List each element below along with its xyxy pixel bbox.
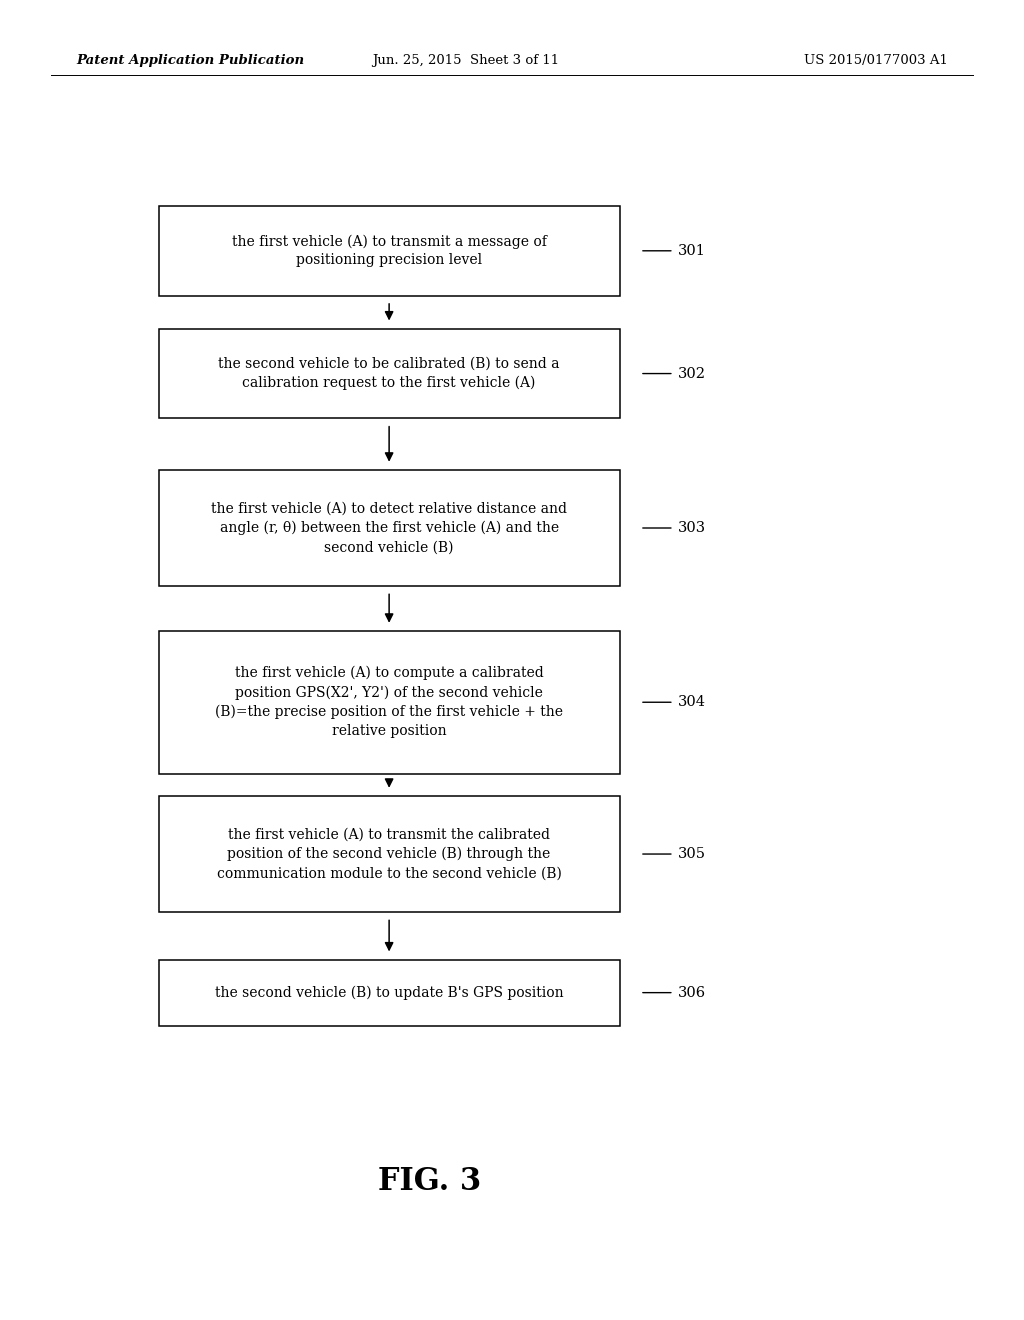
Text: FIG. 3: FIG. 3 [379,1166,481,1197]
Bar [159,470,620,586]
Bar [159,960,620,1026]
Text: Jun. 25, 2015  Sheet 3 of 11: Jun. 25, 2015 Sheet 3 of 11 [373,54,559,67]
Text: the first vehicle (A) to compute a calibrated
position GPS(X2', Y2') of the seco: the first vehicle (A) to compute a calib… [215,667,563,738]
Text: the first vehicle (A) to detect relative distance and
angle (r, θ) between the f: the first vehicle (A) to detect relative… [211,502,567,554]
Text: the second vehicle to be calibrated (B) to send a
calibration request to the fir: the second vehicle to be calibrated (B) … [218,356,560,391]
Bar [159,796,620,912]
Text: 305: 305 [678,847,706,861]
Text: Patent Application Publication: Patent Application Publication [77,54,305,67]
Text: the first vehicle (A) to transmit a message of
positioning precision level: the first vehicle (A) to transmit a mess… [231,234,547,268]
Text: US 2015/0177003 A1: US 2015/0177003 A1 [804,54,947,67]
Text: 301: 301 [678,244,706,257]
Text: 302: 302 [678,367,706,380]
Text: 304: 304 [678,696,706,709]
Text: 303: 303 [678,521,706,535]
Text: 306: 306 [678,986,706,999]
Text: the first vehicle (A) to transmit the calibrated
position of the second vehicle : the first vehicle (A) to transmit the ca… [217,828,561,880]
Bar [159,631,620,774]
Bar [159,206,620,296]
Bar [159,329,620,418]
Text: the second vehicle (B) to update B's GPS position: the second vehicle (B) to update B's GPS… [215,986,563,999]
